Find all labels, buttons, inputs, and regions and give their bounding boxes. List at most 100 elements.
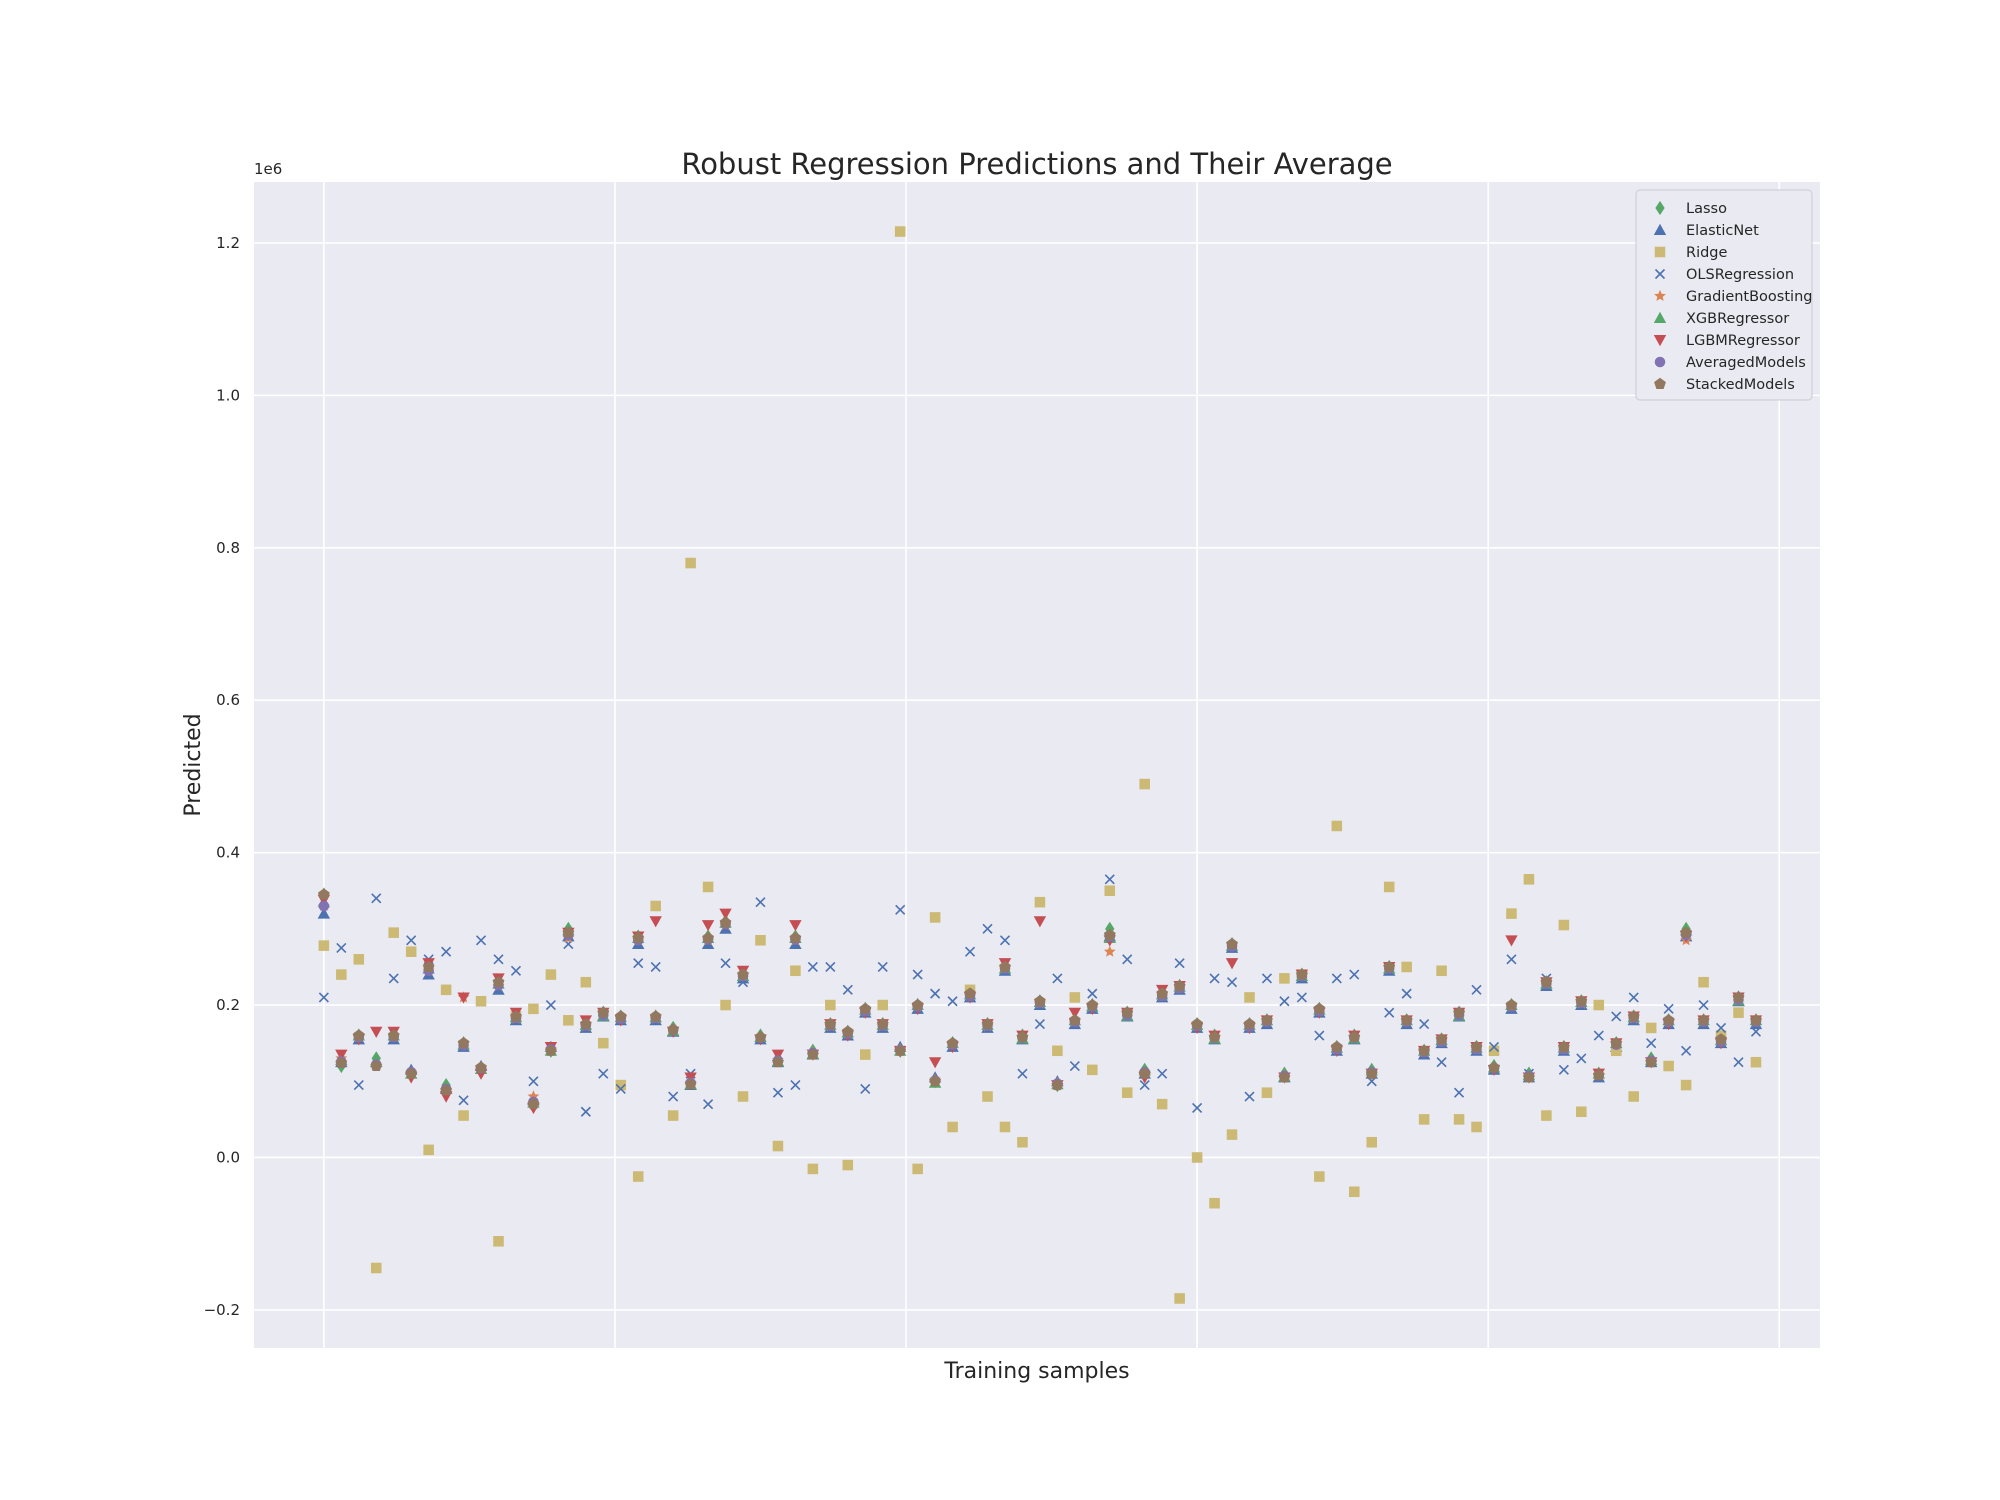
stackedmodels-point	[981, 1017, 994, 1030]
ridge-point	[563, 1015, 574, 1026]
legend: Lasso ElasticNet Ridge OLSRegression Gradien…	[1635, 189, 1813, 401]
ridge-point	[1436, 965, 1447, 977]
ridge-point	[405, 946, 417, 957]
stackedmodels-point	[1680, 926, 1692, 938]
olsregression-point	[493, 954, 504, 965]
olsregression-point	[1384, 1007, 1395, 1018]
stackedmodels-point	[1558, 1040, 1570, 1052]
ridge-point	[1558, 919, 1570, 931]
olsregression-point	[1436, 1057, 1447, 1068]
legend-marker-ridge	[1654, 246, 1666, 258]
olsregression-point	[1698, 999, 1709, 1011]
x-axis-label: Training samples	[943, 1359, 1129, 1384]
ridge-point	[1349, 1186, 1360, 1198]
stackedmodels-point	[1540, 976, 1553, 988]
olsregression-point	[1715, 1022, 1727, 1033]
olsregression-point	[720, 958, 731, 969]
stackedmodels-point	[597, 1006, 610, 1018]
legend-label-ridge: Ridge	[1686, 245, 1728, 261]
ridge-point	[912, 1163, 923, 1175]
stackedmodels-point	[1592, 1069, 1605, 1081]
legend-label-averagedmodels: AveragedModels	[1686, 355, 1806, 371]
ridge-point	[632, 1171, 644, 1182]
stackedmodels-point	[824, 1017, 837, 1030]
elasticnet-point	[317, 907, 331, 919]
y-tick-label: 1.2	[216, 234, 240, 252]
olsregression-point	[1314, 1030, 1325, 1041]
ridge-point	[370, 1262, 382, 1274]
y-tick-label: 0.8	[216, 539, 240, 557]
ridge-point	[1488, 1045, 1500, 1057]
olsregression-point	[1209, 973, 1220, 984]
stackedmodels-point	[894, 1044, 907, 1056]
stackedmodels-point	[1418, 1044, 1430, 1056]
legend-marker-gradientboosting	[1654, 289, 1666, 301]
lgbmregressor-point	[789, 920, 802, 932]
olsregression-point	[1663, 1003, 1674, 1014]
stackedmodels-point	[807, 1048, 819, 1060]
stackedmodels-point	[1610, 1037, 1623, 1049]
olsregression-point	[598, 1068, 609, 1079]
ridge-point	[807, 1163, 819, 1175]
olsregression-point	[1244, 1091, 1255, 1102]
ridge-point	[894, 226, 906, 237]
stackedmodels-point	[1627, 1010, 1640, 1022]
ridge-point	[1698, 976, 1709, 988]
stackedmodels-point	[1068, 1014, 1081, 1026]
ridge-point	[877, 999, 888, 1011]
stackedmodels-point	[1051, 1078, 1064, 1091]
olsregression-point	[860, 1083, 871, 1094]
olsregression-point	[1593, 1030, 1604, 1041]
grid	[254, 182, 1820, 1348]
lgbmregressor-point	[1505, 935, 1518, 947]
stackedmodels-point	[649, 1010, 662, 1022]
legend-label-olsregression: OLSRegression	[1686, 267, 1794, 283]
stackedmodels-point	[1278, 1071, 1291, 1083]
ridge-point	[1383, 881, 1395, 893]
olsregression-point	[650, 961, 661, 973]
ridge-point	[737, 1091, 749, 1102]
ridge-point	[1244, 992, 1255, 1003]
olsregression-point	[1733, 1057, 1744, 1068]
olsregression-point	[982, 923, 993, 934]
lgbmregressor-point	[1033, 916, 1047, 928]
olsregression-point	[1261, 973, 1273, 984]
stackedmodels-point	[527, 1097, 540, 1110]
stackedmodels-point	[999, 960, 1011, 972]
ridge-point	[580, 976, 592, 988]
stackedmodels-point	[475, 1061, 487, 1073]
legend-marker-averagedmodels	[1654, 356, 1666, 368]
ridge-point	[1069, 992, 1081, 1003]
stackedmodels-point	[579, 1017, 592, 1030]
stackedmodels-point	[387, 1029, 400, 1041]
ridge-point	[1261, 1087, 1273, 1098]
ridge-point	[790, 965, 801, 977]
stackedmodels-point	[1732, 991, 1745, 1003]
lgbmregressor-point	[457, 992, 470, 1004]
olsregression-point	[1576, 1053, 1587, 1064]
olsregression-point	[615, 1083, 626, 1094]
ridge-point	[1663, 1060, 1674, 1072]
stackedmodels-point	[405, 1067, 418, 1079]
legend-label-lgbmregressor: LGBMRegressor	[1686, 333, 1800, 349]
stackedmodels-point	[1453, 1006, 1465, 1018]
ridge-point	[1139, 778, 1150, 790]
legend-marker-elasticnet	[1653, 223, 1667, 235]
stackedmodels-point	[946, 1037, 959, 1049]
ridge-point	[825, 999, 836, 1011]
ridge-point	[615, 1079, 627, 1091]
stackedmodels-point	[1383, 960, 1396, 972]
stackedmodels-point	[964, 987, 976, 999]
y-axis-label: Predicted	[181, 713, 206, 816]
ridge-point	[772, 1140, 784, 1152]
olsregression-point	[353, 1080, 364, 1091]
ridge-point	[1645, 1022, 1657, 1034]
olsregression-point	[1558, 1064, 1569, 1075]
y-axis-ticks: −0.2 0.0 0.2 0.4 0.6 0.8 1.0 1.2	[204, 234, 240, 1319]
ridge-point	[458, 1110, 469, 1121]
stackedmodels-point	[1313, 1002, 1326, 1014]
olsregression-point	[772, 1087, 784, 1098]
ridge-point	[650, 900, 661, 912]
olsregression-point	[807, 961, 818, 973]
stackedmodels-point	[457, 1037, 470, 1049]
